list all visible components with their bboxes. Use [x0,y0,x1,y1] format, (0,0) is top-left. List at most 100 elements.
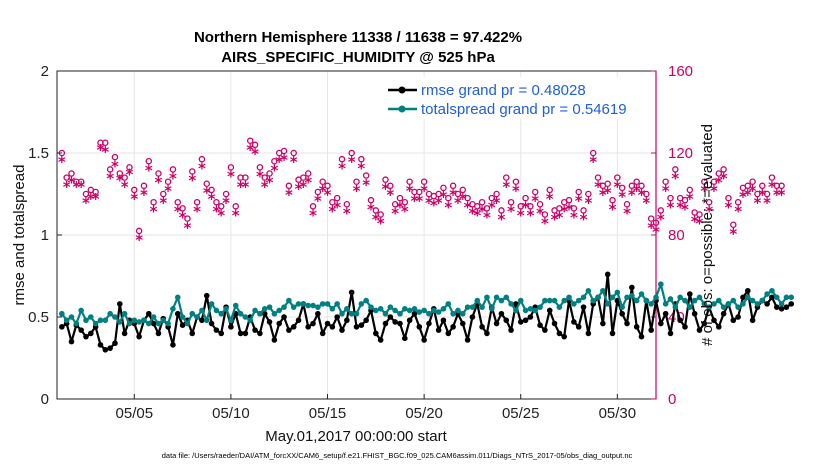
totalspread-point [121,310,128,317]
totalspread-point [102,317,109,324]
rmse-point [78,327,84,333]
totalspread-point [88,314,94,320]
rmse-point [276,320,283,327]
totalspread-point [300,301,307,307]
obs-evaluated-point: * [536,204,544,222]
rmse-point [484,330,490,337]
obs-possible-point [507,198,515,206]
obs-possible-point [768,174,776,181]
obs-possible-point [396,194,404,202]
obs-evaluated-point: * [725,198,733,216]
rmse-point [411,310,418,317]
rmse-point [174,310,181,317]
totalspread-point [624,294,630,301]
obs-possible-point [778,182,785,190]
obs-evaluated-point: * [430,196,438,214]
rmse-point [624,320,630,327]
totalspread-point [290,304,297,310]
rmse-point [397,320,403,327]
rmse-point [527,314,534,320]
totalspread-point [344,306,350,312]
obs-possible-point [280,147,288,155]
obs-evaluated-point: * [396,198,404,216]
totalspread-point [744,294,751,301]
obs-evaluated-point: * [575,192,583,210]
y-axis-label-right: # of obs: o=possible; *=evaluated [699,124,716,346]
obs-possible-point [285,182,293,190]
obs-evaluated-point: * [599,186,607,204]
obs-possible-point [387,182,394,190]
obs-possible-point [474,203,481,210]
obs-evaluated-point: * [106,170,114,188]
obs-possible-point [203,180,210,187]
obs-evaluated-point: * [739,188,747,206]
totalspread-point [464,304,471,310]
rmse-point [764,301,770,307]
obs-possible-point [643,190,650,198]
totalspread-point [662,301,669,307]
rmse-point [290,324,297,330]
obs-possible-point [401,198,409,206]
obs-evaluated-point: * [348,153,356,171]
chart-subtitle: AIRS_SPECIFIC_HUMIDITY @ 525 hPa [221,49,495,66]
rmse-point [281,314,287,320]
rmse-point [788,301,795,307]
obs-evaluated-point: * [522,198,530,216]
obs-possible-point [628,182,636,190]
obs-possible-point [271,157,278,165]
rmse-point [580,304,587,310]
totalspread-point [155,320,162,327]
obs-evaluated-point: * [155,174,163,192]
obs-evaluated-point: * [773,186,781,204]
rmse-point [469,314,476,320]
obs-possible-point [116,170,124,177]
rmse-point [150,320,157,327]
obs-evaluated-point: * [754,194,762,212]
obs-possible-point [556,205,563,212]
totalspread-point [136,319,142,325]
rmse-point [266,319,273,325]
totalspread-point [788,294,795,301]
rmse-point [575,324,582,330]
obs-evaluated-point: * [749,182,757,200]
obs-evaluated-point: * [208,190,216,208]
rmse-point [459,320,466,327]
rmse-point [711,317,717,324]
obs-evaluated-point: * [715,174,723,192]
rmse-point [571,319,577,325]
x-axis: 05/05 05/10 05/15 05/20 05/25 05/30 [116,394,636,422]
rmse-point [121,330,128,337]
obs-possible-point [227,164,235,171]
totalspread-point [160,317,167,324]
rmse-point [136,333,142,340]
rmse-point [402,335,408,342]
rmse-point [353,324,360,330]
obs-possible-point [179,205,186,212]
obs-possible-point [111,153,119,161]
obs-possible-point [609,196,616,204]
totalspread-point [310,302,316,309]
y-right-tick-label: 160 [668,63,693,80]
totalspread-point [281,304,287,310]
obs-possible-point [416,188,423,196]
y-right-tick-label: 80 [668,227,685,244]
obs-possible-point [696,211,703,218]
obs-evaluated-point: * [362,176,370,194]
obs-possible-point [522,194,529,202]
rmse-point [116,301,123,307]
obs-evaluated-point: * [116,172,124,190]
x-axis-label: May.01,2017 00:00:00 start [265,428,447,445]
obs-evaluated-point: * [338,159,346,177]
obs-possible-point [754,190,761,198]
obs-evaluated-point: * [551,211,559,229]
obs-possible-point [164,178,172,185]
rmse-point [551,320,558,327]
obs-possible-point [382,176,389,183]
x-tick-label: 05/15 [309,405,347,422]
totalspread-point [571,301,577,307]
obs-evaluated-point: * [251,145,259,163]
totalspread-point [126,320,133,327]
obs-evaluated-point: * [63,178,71,196]
obs-evaluated-point: * [135,231,143,249]
rmse-point [257,330,263,337]
